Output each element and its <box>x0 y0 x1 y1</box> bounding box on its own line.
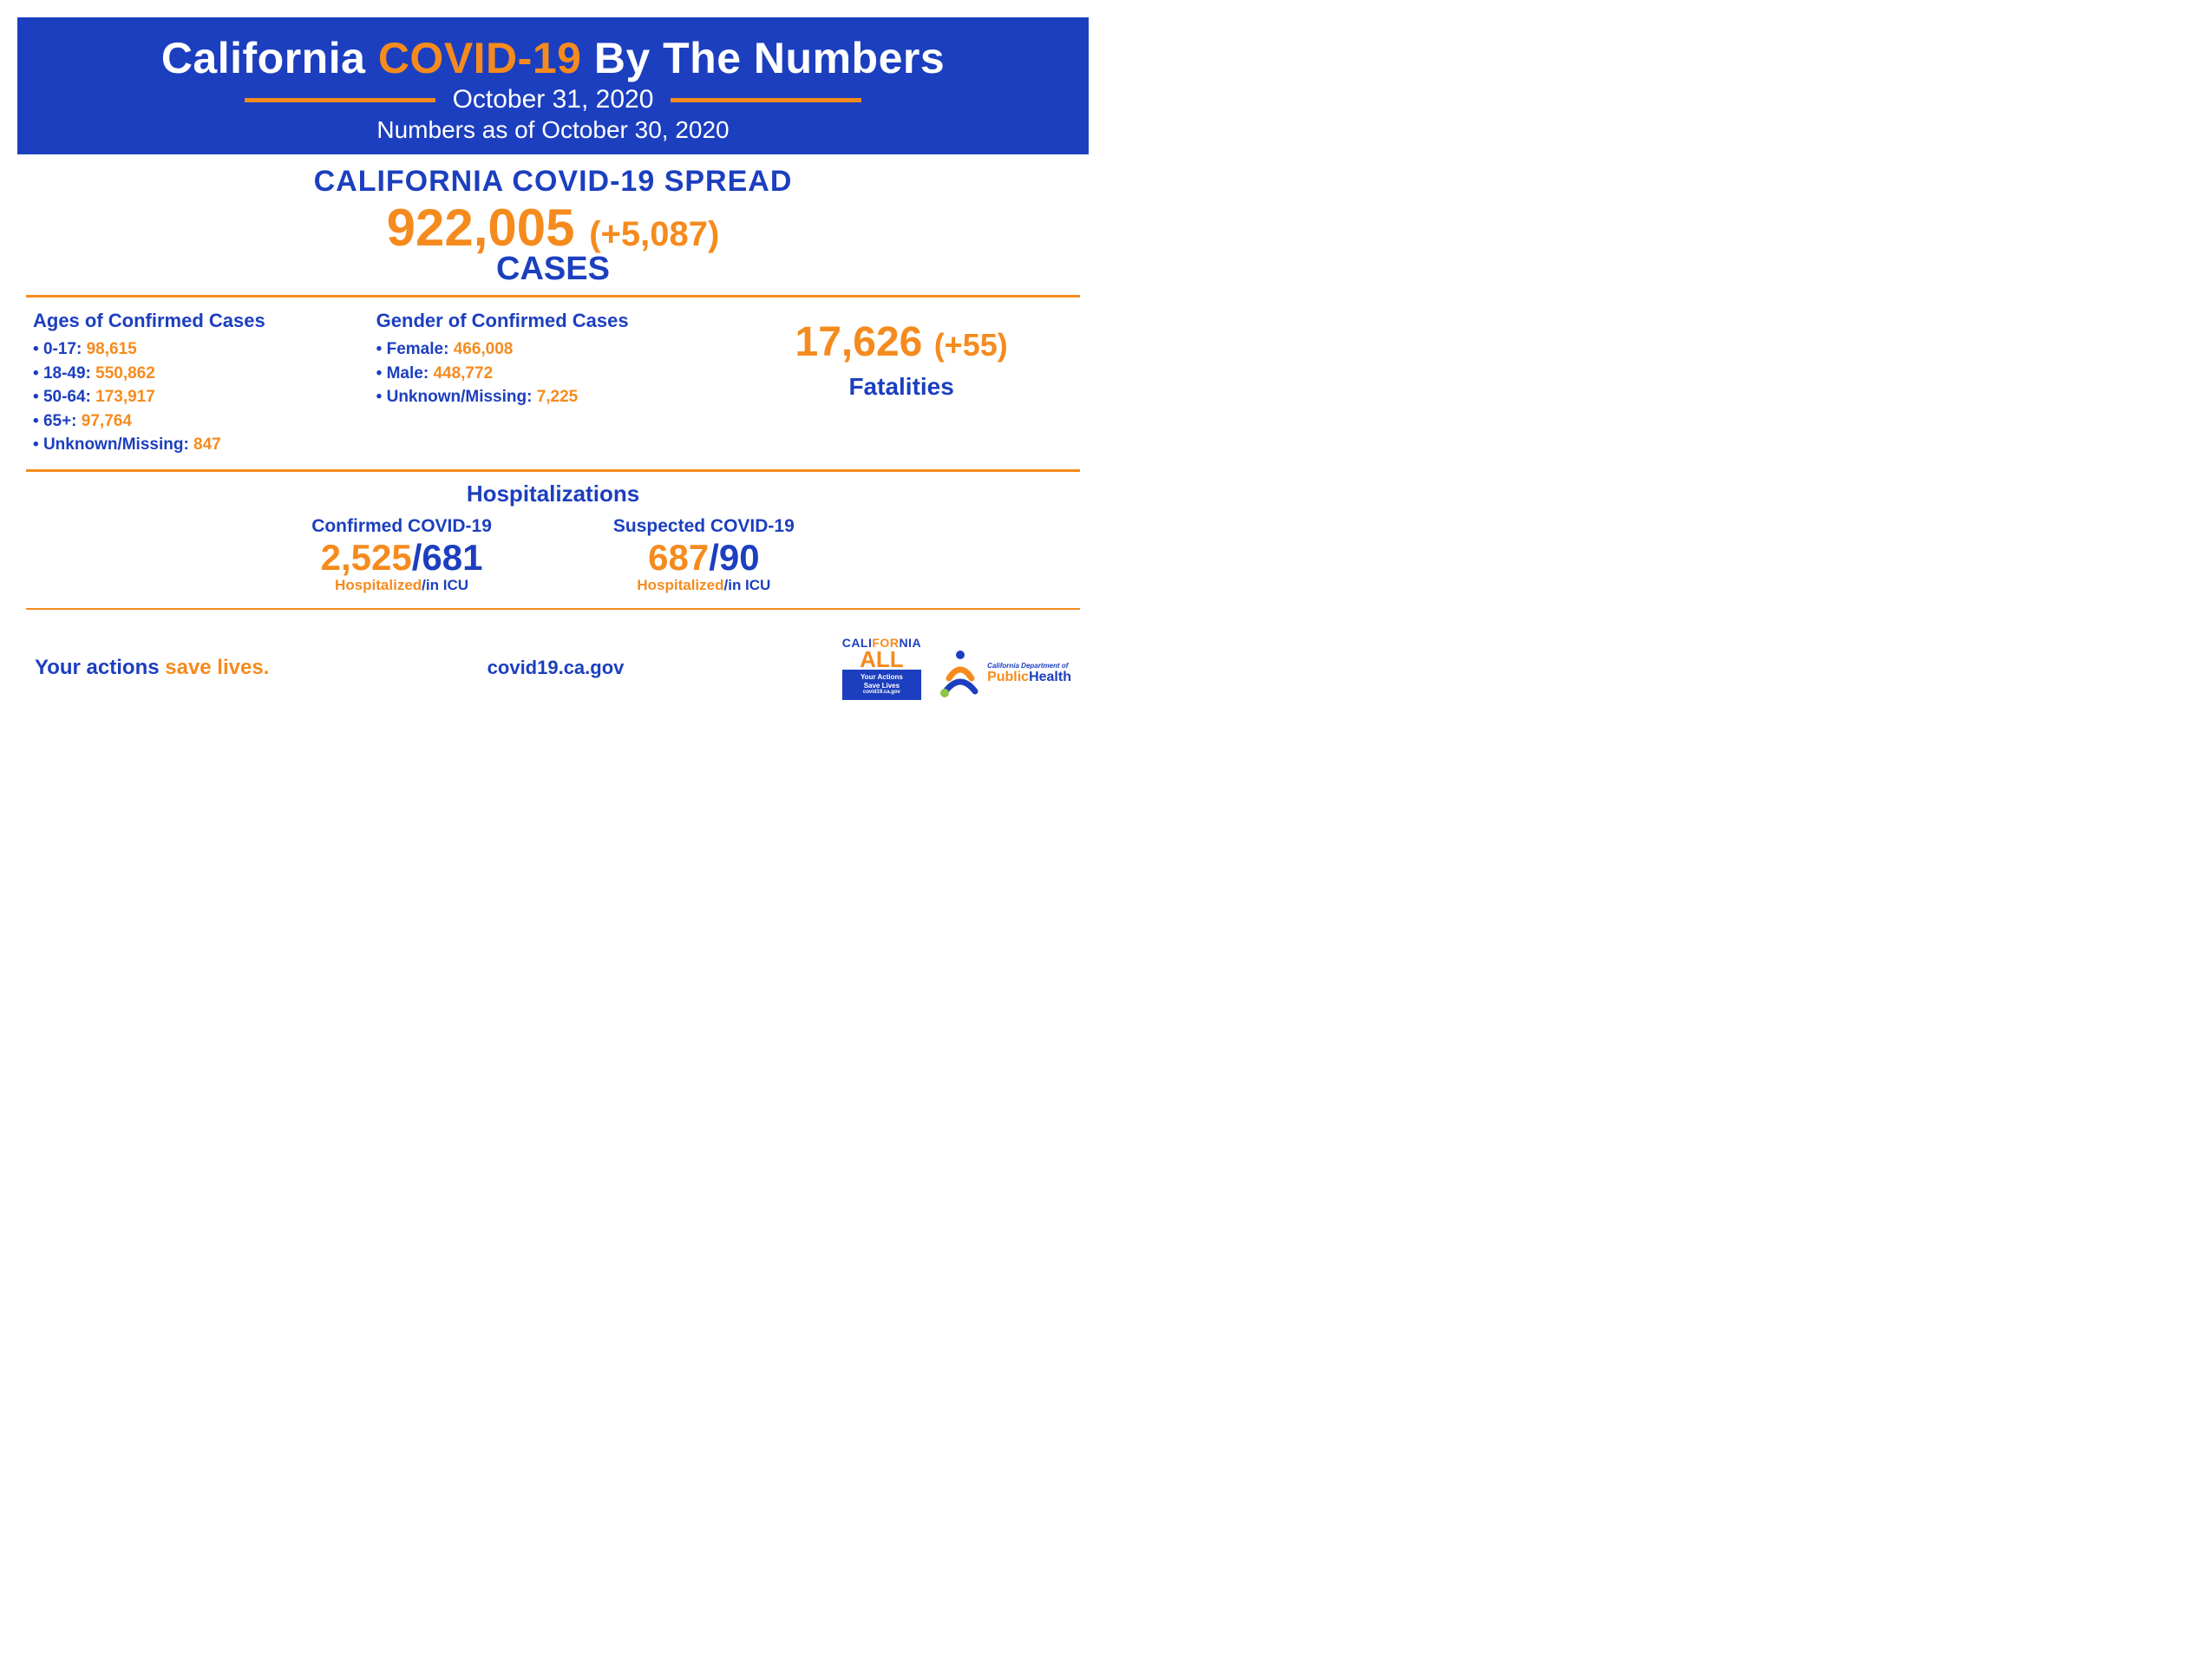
spread-delta: (+5,087) <box>589 215 719 253</box>
gender-heading: Gender of Confirmed Cases <box>376 310 730 332</box>
age-item: • 65+: 97,764 <box>33 409 376 434</box>
fatalities-column: 17,626 (+55) Fatalities <box>730 310 1073 457</box>
california-all-logo: CALIFORNIA ALL Your Actions Save Lives c… <box>842 636 921 700</box>
title-highlight: COVID-19 <box>378 34 582 82</box>
divider <box>26 295 1080 298</box>
spread-number-value: 922,005 <box>387 199 575 257</box>
age-item: • 0-17: 98,615 <box>33 337 376 362</box>
gender-item: • Unknown/Missing: 7,225 <box>376 385 730 409</box>
fatalities-number: 17,626 (+55) <box>730 318 1073 366</box>
title-post: By The Numbers <box>581 34 945 82</box>
hosp-confirmed-numbers: 2,525/681 <box>311 539 492 577</box>
age-item: • 18-49: 550,862 <box>33 362 376 386</box>
title-date: October 31, 2020 <box>453 85 654 114</box>
hosp-confirmed: Confirmed COVID-19 2,525/681 Hospitalize… <box>311 516 492 594</box>
ages-heading: Ages of Confirmed Cases <box>33 310 376 332</box>
hosp-suspected: Suspected COVID-19 687/90 Hospitalized/i… <box>613 516 795 594</box>
divider <box>26 608 1080 610</box>
all-box: Your Actions Save Lives covid19.ca.gov <box>842 670 921 699</box>
hosp-suspected-title: Suspected COVID-19 <box>613 516 795 537</box>
mid-section: Ages of Confirmed Cases • 0-17: 98,615 •… <box>17 304 1089 462</box>
hosp-confirmed-title: Confirmed COVID-19 <box>311 516 492 537</box>
public-health-text: California Department of PublicHealth <box>987 662 1071 685</box>
rule-right <box>671 98 861 102</box>
header-banner: California COVID-19 By The Numbers Octob… <box>17 17 1089 154</box>
gender-item: • Male: 448,772 <box>376 362 730 386</box>
spread-section: CALIFORNIA COVID-19 SPREAD 922,005 (+5,0… <box>17 165 1089 288</box>
hospitalizations-row: Confirmed COVID-19 2,525/681 Hospitalize… <box>17 516 1089 594</box>
gender-column: Gender of Confirmed Cases • Female: 466,… <box>376 310 730 457</box>
hosp-suspected-numbers: 687/90 <box>613 539 795 577</box>
fatalities-delta: (+55) <box>934 327 1008 363</box>
divider <box>26 469 1080 472</box>
hosp-suspected-foot: Hospitalized/in ICU <box>613 577 795 594</box>
age-item: • Unknown/Missing: 847 <box>33 433 376 457</box>
spread-cases-label: CASES <box>17 251 1089 288</box>
spread-number: 922,005 (+5,087) <box>17 202 1089 254</box>
public-health-logo: California Department of PublicHealth <box>939 648 1071 700</box>
page-title: California COVID-19 By The Numbers <box>35 33 1071 83</box>
hospitalizations-heading: Hospitalizations <box>17 481 1089 507</box>
gender-item: • Female: 466,008 <box>376 337 730 362</box>
rule-left <box>245 98 435 102</box>
date-row: October 31, 2020 <box>35 85 1071 114</box>
spread-heading: CALIFORNIA COVID-19 SPREAD <box>17 165 1089 199</box>
footer-url: covid19.ca.gov <box>488 657 625 679</box>
hosp-confirmed-foot: Hospitalized/in ICU <box>311 577 492 594</box>
footer-tagline: Your actions save lives. <box>35 656 269 680</box>
footer: Your actions save lives. covid19.ca.gov … <box>17 615 1089 700</box>
title-pre: California <box>161 34 378 82</box>
all-text: ALL <box>842 650 921 670</box>
fatalities-label: Fatalities <box>730 373 1073 401</box>
public-health-icon <box>939 648 982 700</box>
footer-logos: CALIFORNIA ALL Your Actions Save Lives c… <box>842 636 1071 700</box>
title-subdate: Numbers as of October 30, 2020 <box>35 116 1071 144</box>
ages-column: Ages of Confirmed Cases • 0-17: 98,615 •… <box>33 310 376 457</box>
age-item: • 50-64: 173,917 <box>33 385 376 409</box>
